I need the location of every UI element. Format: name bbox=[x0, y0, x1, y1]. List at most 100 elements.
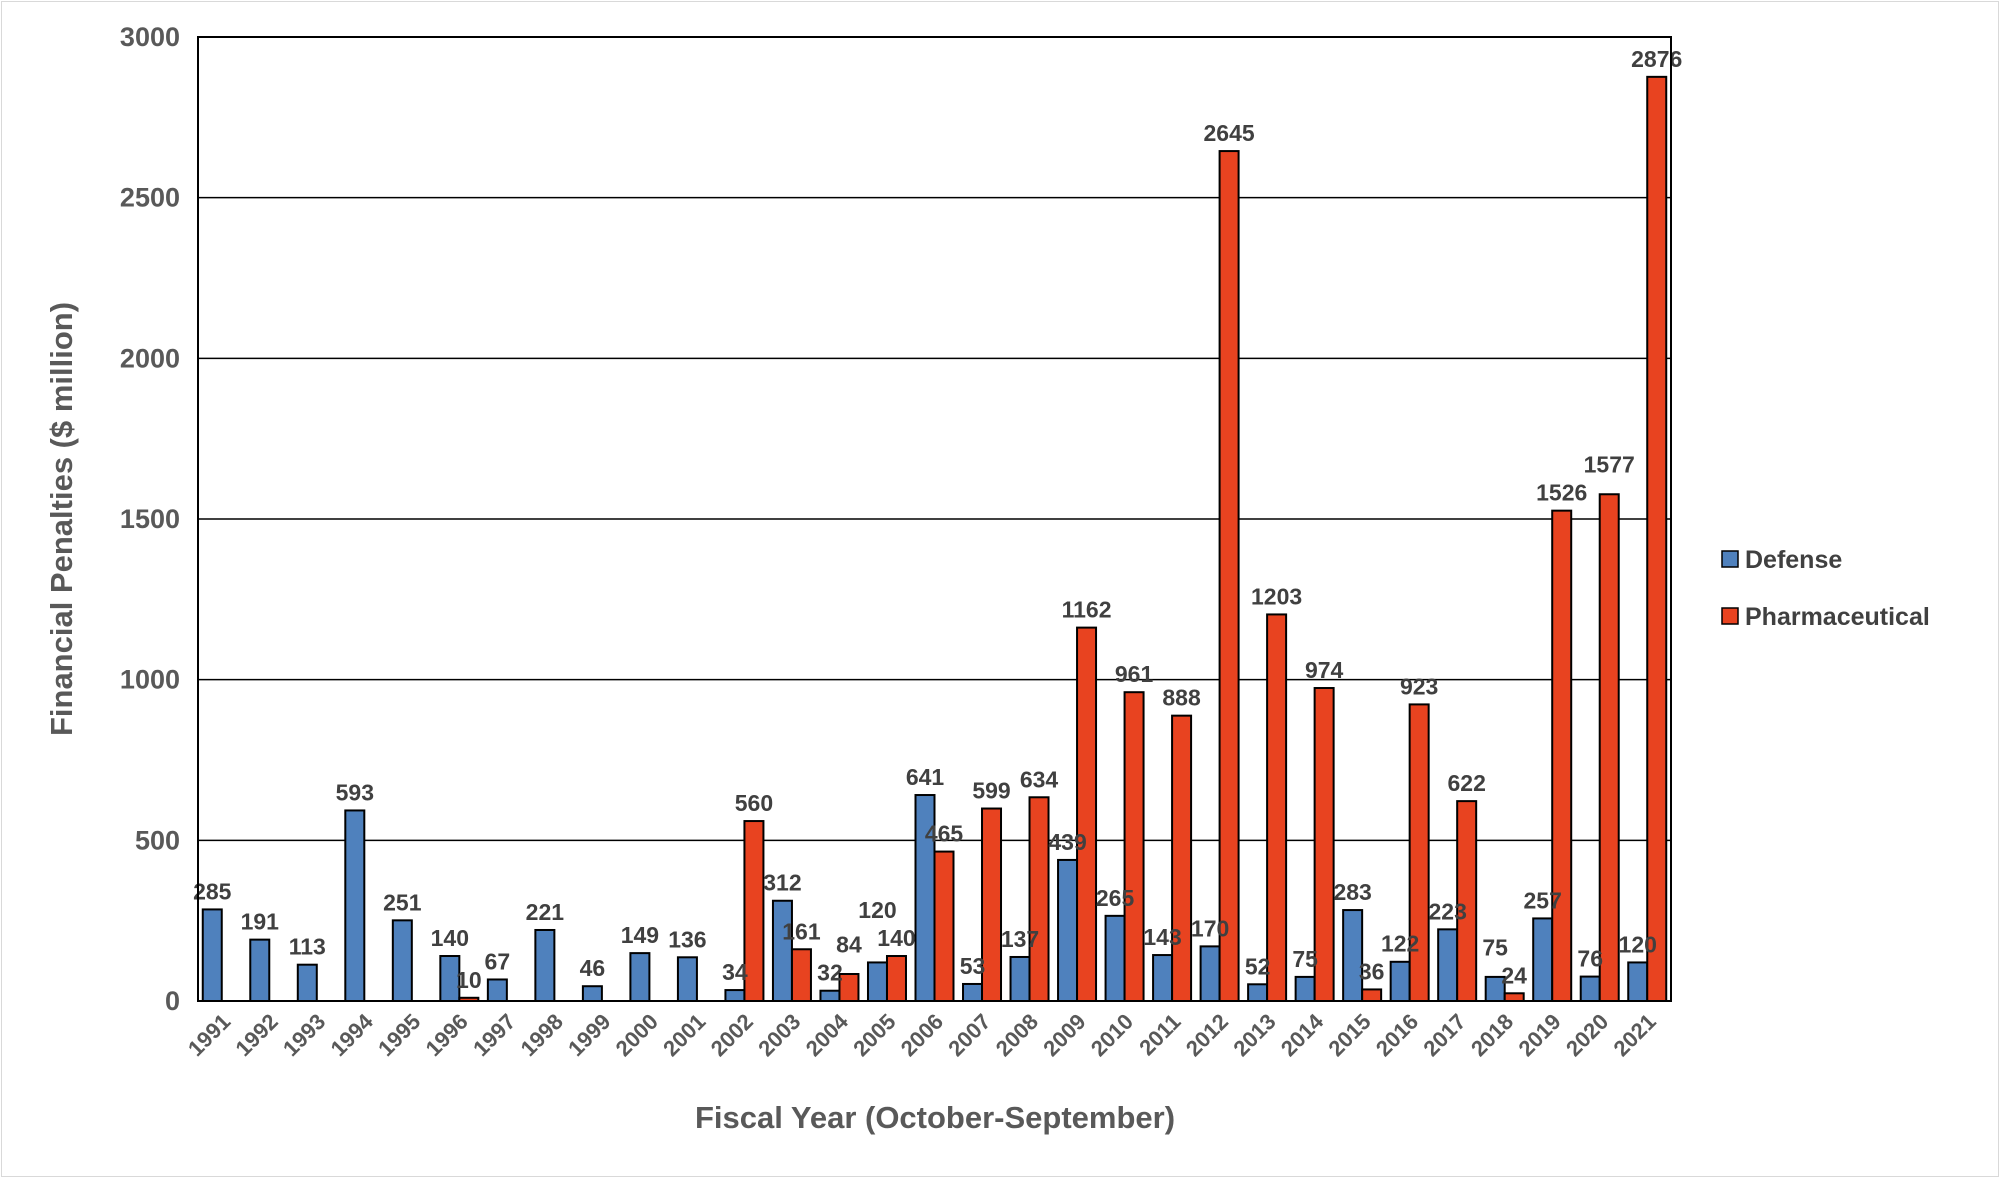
data-label-pharmaceutical-2012: 2645 bbox=[1204, 120, 1255, 146]
x-axis-title: Fiscal Year (October-September) bbox=[695, 1100, 1175, 1135]
data-label-defense-2018: 75 bbox=[1482, 934, 1508, 960]
data-label-defense-2020: 76 bbox=[1577, 946, 1603, 972]
data-label-defense-2003: 312 bbox=[763, 870, 801, 896]
bar-defense-2003 bbox=[771, 899, 793, 1003]
data-label-defense-2005: 120 bbox=[858, 897, 896, 923]
data-label-defense-1995: 251 bbox=[383, 889, 422, 915]
bar-defense-1997 bbox=[486, 978, 508, 1002]
bar-pharmaceutical-2016 bbox=[1408, 703, 1430, 1003]
bar-defense-2000 bbox=[629, 952, 651, 1003]
data-label-defense-2015: 283 bbox=[1333, 879, 1371, 905]
data-label-defense-2014: 75 bbox=[1292, 946, 1318, 972]
x-tick-label: 2010 bbox=[1086, 1009, 1138, 1061]
x-tick-label: 2001 bbox=[658, 1009, 710, 1061]
bar-defense-2010 bbox=[1104, 914, 1126, 1003]
data-label-defense-2009: 439 bbox=[1048, 829, 1086, 855]
data-label-defense-1994: 593 bbox=[336, 779, 374, 805]
bar-defense-2008 bbox=[1009, 955, 1031, 1003]
bar-defense-2011 bbox=[1152, 954, 1174, 1002]
bar-defense-2019 bbox=[1532, 917, 1554, 1003]
data-label-defense-2008: 137 bbox=[1001, 926, 1039, 952]
data-label-pharmaceutical-2007: 599 bbox=[972, 778, 1010, 804]
x-tick-label: 2007 bbox=[943, 1009, 995, 1061]
y-tick-label: 2500 bbox=[120, 183, 180, 213]
x-tick-label: 2015 bbox=[1323, 1009, 1375, 1061]
bar-pharmaceutical-2005 bbox=[885, 955, 907, 1002]
data-label-pharmaceutical-2008: 634 bbox=[1020, 766, 1059, 792]
bar-pharmaceutical-2019 bbox=[1551, 509, 1573, 1002]
x-tick-label: 2000 bbox=[611, 1009, 663, 1061]
y-axis-title: Financial Penalties ($ million) bbox=[44, 302, 79, 736]
data-label-pharmaceutical-2013: 1203 bbox=[1251, 583, 1302, 609]
data-label-defense-2002: 34 bbox=[722, 959, 748, 985]
data-label-pharmaceutical-2003: 161 bbox=[782, 918, 821, 944]
bar-pharmaceutical-2003 bbox=[790, 948, 812, 1002]
data-label-defense-2000: 149 bbox=[621, 922, 659, 948]
x-tick-label: 1997 bbox=[468, 1009, 520, 1061]
x-tick-label: 2004 bbox=[801, 1008, 854, 1061]
x-tick-label: 1994 bbox=[326, 1008, 379, 1061]
data-label-pharmaceutical-2004: 84 bbox=[836, 932, 862, 958]
y-tick-label: 3000 bbox=[120, 22, 180, 52]
data-label-defense-2007: 53 bbox=[960, 953, 986, 979]
data-label-defense-2021: 120 bbox=[1619, 931, 1657, 957]
data-label-defense-2010: 265 bbox=[1096, 885, 1135, 911]
bar-defense-1991 bbox=[201, 908, 223, 1002]
legend-swatch-pharmaceutical bbox=[1721, 607, 1739, 625]
plot-area-border bbox=[197, 36, 1672, 1002]
x-tick-label: 2018 bbox=[1466, 1009, 1518, 1061]
bar-defense-2009 bbox=[1057, 858, 1079, 1003]
x-tick-label: 1998 bbox=[516, 1009, 568, 1061]
x-tick-label: 2019 bbox=[1513, 1009, 1565, 1061]
y-tick-label: 1000 bbox=[120, 665, 180, 695]
y-tick-label: 500 bbox=[135, 825, 180, 855]
legend: Defense Pharmaceutical bbox=[1721, 546, 1930, 631]
bar-pharmaceutical-2006 bbox=[933, 850, 955, 1003]
x-tick-label: 2012 bbox=[1181, 1009, 1233, 1061]
x-tick-label: 2017 bbox=[1418, 1009, 1470, 1061]
data-label-defense-1997: 67 bbox=[485, 948, 511, 974]
data-label-defense-1999: 46 bbox=[580, 955, 606, 981]
data-label-defense-2012: 170 bbox=[1191, 915, 1229, 941]
bar-defense-2016 bbox=[1389, 960, 1411, 1003]
data-label-pharmaceutical-2006: 465 bbox=[925, 821, 964, 847]
bar-defense-2020 bbox=[1579, 975, 1601, 1003]
bar-defense-2004 bbox=[819, 989, 841, 1003]
x-tick-label: 2013 bbox=[1228, 1009, 1280, 1061]
y-tick-label: 2000 bbox=[120, 343, 180, 373]
x-tick-label: 2016 bbox=[1371, 1009, 1423, 1061]
x-tick-label: 1996 bbox=[421, 1009, 473, 1061]
bar-defense-2013 bbox=[1247, 983, 1269, 1002]
bar-defense-1999 bbox=[581, 985, 603, 1003]
data-label-pharmaceutical-2018: 24 bbox=[1501, 962, 1527, 988]
x-tick-label: 1995 bbox=[373, 1009, 425, 1061]
data-label-pharmaceutical-2002: 560 bbox=[735, 790, 773, 816]
bar-defense-1998 bbox=[534, 928, 556, 1003]
data-label-pharmaceutical-2009: 1162 bbox=[1062, 597, 1112, 623]
bar-defense-2017 bbox=[1437, 928, 1459, 1002]
x-axis-ticks: 1991199219931994199519961997199819992000… bbox=[183, 1008, 1661, 1061]
data-label-pharmaceutical-2017: 622 bbox=[1447, 770, 1485, 796]
bar-pharmaceutical-2011 bbox=[1171, 714, 1193, 1002]
bar-pharmaceutical-2013 bbox=[1266, 613, 1288, 1002]
bar-pharmaceutical-2012 bbox=[1218, 150, 1240, 1003]
bar-pharmaceutical-2020 bbox=[1598, 493, 1620, 1002]
data-label-pharmaceutical-1996: 10 bbox=[456, 967, 482, 993]
y-axis-ticks: 0 500 1000 1500 2000 2500 3000 bbox=[120, 22, 180, 1016]
x-tick-label: 2002 bbox=[706, 1009, 758, 1061]
data-label-pharmaceutical-2016: 923 bbox=[1400, 673, 1438, 699]
data-label-defense-2011: 143 bbox=[1143, 924, 1181, 950]
data-label-pharmaceutical-2019: 1526 bbox=[1536, 480, 1587, 506]
bars bbox=[201, 75, 1668, 1003]
x-tick-label: 2006 bbox=[896, 1009, 948, 1061]
bar-pharmaceutical-2018 bbox=[1503, 992, 1525, 1003]
data-label-pharmaceutical-2014: 974 bbox=[1305, 657, 1344, 683]
bar-defense-2002 bbox=[724, 989, 746, 1002]
y-tick-label: 1500 bbox=[120, 504, 180, 534]
bar-defense-2015 bbox=[1342, 909, 1364, 1003]
data-label-defense-2017: 223 bbox=[1428, 898, 1466, 924]
data-label-defense-2006: 641 bbox=[906, 764, 945, 790]
